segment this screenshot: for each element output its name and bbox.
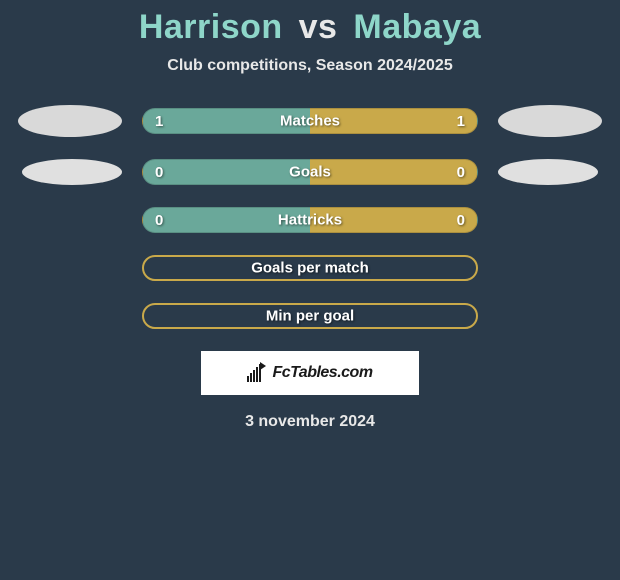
stat-bar: 0 Hattricks 0 xyxy=(142,207,478,233)
player2-badge-icon xyxy=(498,105,602,137)
stat-value-right: 0 xyxy=(457,164,465,181)
stat-label: Goals per match xyxy=(251,260,369,277)
stat-label: Hattricks xyxy=(278,212,342,229)
stat-label: Matches xyxy=(280,113,340,130)
stat-row-goals: 0 Goals 0 xyxy=(0,159,620,185)
stat-bar: 0 Goals 0 xyxy=(142,159,478,185)
stat-row-matches: 1 Matches 1 xyxy=(0,105,620,137)
stat-value-right: 0 xyxy=(457,212,465,229)
player1-name: Harrison xyxy=(139,8,283,46)
stat-value-left: 0 xyxy=(155,164,163,181)
stat-bar: 1 Matches 1 xyxy=(142,108,478,134)
comparison-card: Harrison vs Mabaya Club competitions, Se… xyxy=(0,0,620,431)
bars-icon xyxy=(247,364,266,382)
stat-row-min-per-goal: Min per goal xyxy=(0,303,620,329)
stats-list: 1 Matches 1 0 Goals 0 0 Hattricks 0 xyxy=(0,105,620,329)
stat-label: Goals xyxy=(289,164,331,181)
player2-name: Mabaya xyxy=(353,8,481,46)
page-title: Harrison vs Mabaya xyxy=(0,8,620,47)
stat-bar: Goals per match xyxy=(142,255,478,281)
source-badge: FcTables.com xyxy=(201,351,419,395)
player2-badge-icon xyxy=(498,159,598,185)
stat-value-left: 1 xyxy=(155,113,163,130)
stat-row-hattricks: 0 Hattricks 0 xyxy=(0,207,620,233)
stat-label: Min per goal xyxy=(266,308,354,325)
stat-value-left: 0 xyxy=(155,212,163,229)
stat-bar: Min per goal xyxy=(142,303,478,329)
player1-badge-icon xyxy=(18,105,122,137)
brand-text: FcTables.com xyxy=(272,364,372,382)
player1-badge-icon xyxy=(22,159,122,185)
date-text: 3 november 2024 xyxy=(0,413,620,431)
vs-text: vs xyxy=(299,8,338,46)
subtitle: Club competitions, Season 2024/2025 xyxy=(0,57,620,75)
stat-row-goals-per-match: Goals per match xyxy=(0,255,620,281)
stat-value-right: 1 xyxy=(457,113,465,130)
